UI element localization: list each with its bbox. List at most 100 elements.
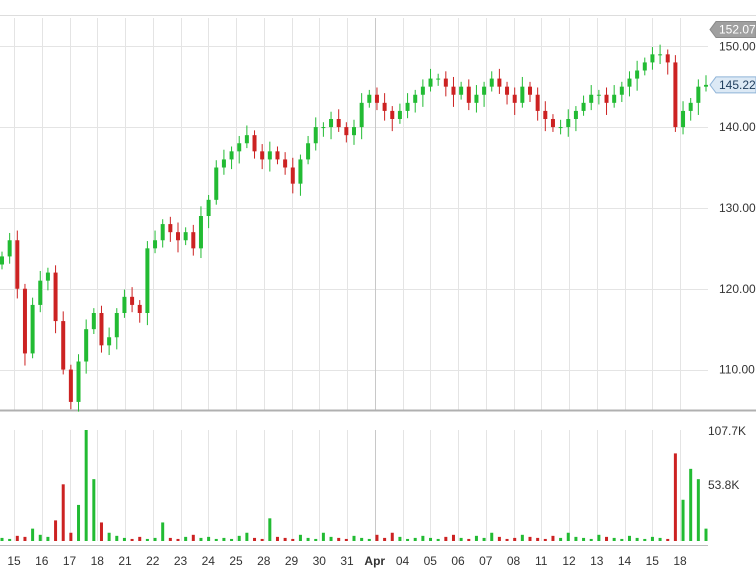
volume-bar xyxy=(260,538,264,541)
candle-body xyxy=(183,232,188,241)
candle-body xyxy=(45,272,50,281)
volume-bar xyxy=(543,538,547,541)
candle-body xyxy=(306,143,311,160)
volume-bar xyxy=(406,538,410,541)
volume-bar xyxy=(643,538,647,541)
candle-body xyxy=(374,94,379,103)
candle-body xyxy=(91,313,96,330)
volume-bar xyxy=(245,532,249,541)
volume-bar xyxy=(298,534,302,541)
x-tick-label: 14 xyxy=(618,554,632,568)
candle-body xyxy=(122,296,127,313)
candle-body xyxy=(15,240,20,289)
candle-body xyxy=(153,240,158,249)
volume-bar xyxy=(574,536,578,541)
candle-body xyxy=(68,369,73,402)
volume-bar xyxy=(69,532,73,541)
volume-bar xyxy=(23,536,27,541)
x-tick-label: 24 xyxy=(202,554,216,568)
volume-bar xyxy=(275,536,279,541)
x-tick-label: 16 xyxy=(35,554,49,568)
x-tick-label: 31 xyxy=(340,554,354,568)
volume-bar xyxy=(138,536,142,541)
candle-body xyxy=(53,272,58,322)
x-tick-label: 11 xyxy=(535,554,548,568)
candle-body xyxy=(428,78,433,87)
x-tick-label: 22 xyxy=(146,554,160,568)
candle-body xyxy=(336,119,341,128)
candle-body xyxy=(267,151,272,160)
volume-bar xyxy=(605,536,609,541)
candle-body xyxy=(313,127,318,144)
volume-bar xyxy=(8,538,12,541)
candle-body xyxy=(283,159,288,168)
candle-body xyxy=(581,102,586,111)
x-tick-label: 05 xyxy=(424,554,438,568)
volume-bar xyxy=(61,484,65,541)
candle-body xyxy=(681,110,686,128)
x-tick-label: 18 xyxy=(673,554,687,568)
candle-body xyxy=(596,94,601,96)
candle-body xyxy=(642,62,647,71)
volume-bar xyxy=(184,536,188,541)
volume-bar xyxy=(528,536,532,541)
volume-bar xyxy=(689,468,693,541)
candle-body xyxy=(650,54,655,63)
volume-bar xyxy=(650,536,654,541)
volume-bar xyxy=(612,537,616,541)
x-tick-label: 18 xyxy=(91,554,105,568)
x-tick-label: 08 xyxy=(507,554,521,568)
candle-body xyxy=(114,313,119,338)
volume-bar xyxy=(0,537,4,541)
candle-body xyxy=(38,280,43,305)
candle-body xyxy=(137,304,142,313)
candle-body xyxy=(497,78,502,87)
volume-bar xyxy=(704,528,708,541)
volume-bar xyxy=(635,537,639,541)
volume-bar xyxy=(352,535,356,541)
candle-body xyxy=(528,86,532,95)
volume-bar xyxy=(77,504,81,541)
candle-body xyxy=(397,110,402,119)
candle-body xyxy=(160,224,165,241)
volume-bar xyxy=(666,538,670,541)
candle-body xyxy=(7,240,12,257)
candle-body xyxy=(359,102,364,128)
x-tick-label: 23 xyxy=(174,554,188,568)
volume-bar xyxy=(696,479,700,541)
volume-bar xyxy=(283,537,287,541)
candle-body xyxy=(589,94,594,103)
candle-body xyxy=(489,78,494,87)
candle-body xyxy=(612,94,617,103)
x-tick-label: 25 xyxy=(229,554,243,568)
volume-bar xyxy=(54,520,58,541)
volume-tick-label: 107.7K xyxy=(708,424,746,438)
volume-bar xyxy=(383,537,387,541)
candle-body xyxy=(466,86,471,103)
y-tick-label: 110.00 xyxy=(719,363,755,377)
volume-bar xyxy=(459,537,463,541)
volume-bar xyxy=(436,538,440,541)
candle-body xyxy=(696,86,701,103)
volume-bar xyxy=(513,537,517,541)
volume-bar xyxy=(597,534,601,541)
volume-bar xyxy=(627,535,631,541)
volume-bar xyxy=(505,538,509,541)
volume-bar xyxy=(375,534,379,541)
price-badge: 152.07 xyxy=(709,21,756,39)
volume-bar xyxy=(620,538,624,541)
volume-bar xyxy=(199,537,203,541)
candle-body xyxy=(658,54,663,56)
candle-body xyxy=(665,54,670,63)
candle-body xyxy=(214,167,219,200)
candle-body xyxy=(61,321,66,370)
volume-bar xyxy=(214,538,218,541)
volume-bar xyxy=(237,535,241,541)
candle-body xyxy=(229,151,234,160)
volume-bar xyxy=(360,537,364,541)
volume-bar xyxy=(329,536,333,541)
volume-bar xyxy=(421,535,425,541)
volume-bar xyxy=(589,538,593,541)
candle-body xyxy=(176,232,180,241)
volume-bar xyxy=(168,537,172,541)
